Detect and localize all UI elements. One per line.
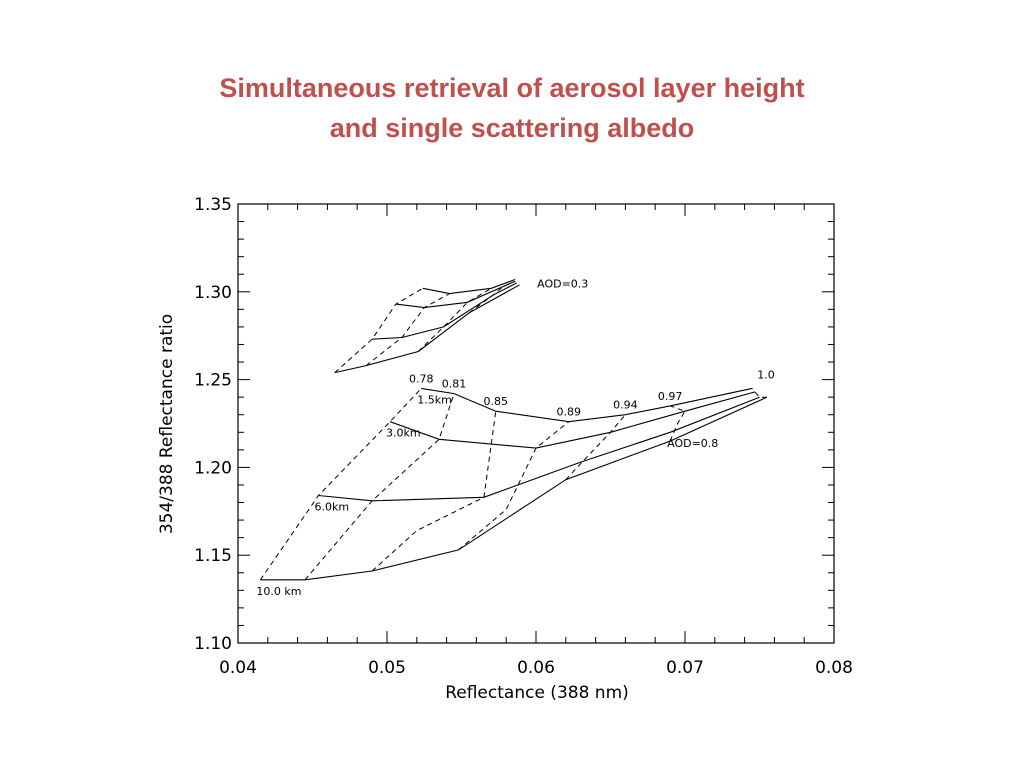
- ssa-label: 0.85: [484, 395, 509, 408]
- x-tick-label: 0.05: [368, 658, 406, 678]
- ssa-line: [259, 388, 422, 581]
- ssa-label: 0.81: [442, 378, 467, 391]
- y-tick-label: 1.25: [194, 371, 232, 391]
- ssa-line: [371, 411, 497, 572]
- y-tick-label: 1.30: [194, 283, 232, 303]
- x-tick-label: 0.08: [815, 658, 853, 678]
- height-line: [389, 391, 756, 449]
- height-line: [334, 284, 520, 374]
- ssa-label: 0.97: [658, 390, 683, 403]
- x-tick-label: 0.04: [219, 658, 257, 678]
- height-line: [318, 396, 760, 502]
- height-line: [422, 278, 516, 295]
- x-tick-label: 0.07: [666, 658, 704, 678]
- x-tick-label: 0.06: [517, 658, 555, 678]
- ssa-line: [565, 414, 626, 481]
- height-label: 1.5km: [417, 393, 452, 406]
- ssa-line: [751, 388, 767, 398]
- y-axis-label: 354/388 Reflectance ratio: [157, 314, 177, 534]
- ssa-line: [468, 280, 516, 314]
- height-line: [395, 280, 516, 309]
- axis-tick-labels: 0.04 0.05 0.06 0.07 0.08 1.10 1.15 1.20 1.25 1.30…: [194, 195, 853, 678]
- y-tick-label: 1.20: [194, 458, 232, 478]
- height-label: 10.0 km: [256, 585, 301, 598]
- y-tick-label: 1.35: [194, 195, 232, 215]
- ssa-line: [304, 393, 455, 581]
- aod-label: AOD=0.3: [537, 278, 588, 291]
- slide-title-line-1: Simultaneous retrieval of aerosol layer …: [219, 73, 805, 103]
- ssa-line: [458, 421, 570, 551]
- ssa-label: 1.0: [757, 368, 775, 381]
- chart-annotations: AOD=0.3 AOD=0.8 1.5km 3.0km 6.0km 10.0 km 0.78…: [256, 278, 774, 598]
- axis-ticks: [237, 203, 835, 644]
- ssa-line: [334, 287, 424, 373]
- ssa-line: [365, 293, 450, 366]
- height-line: [421, 387, 753, 423]
- y-tick-label: 1.15: [194, 546, 232, 566]
- height-label: 6.0km: [314, 500, 349, 513]
- aod-label: AOD=0.8: [667, 437, 718, 450]
- ssa-label: 0.89: [557, 406, 582, 419]
- y-tick-label: 1.10: [194, 634, 232, 654]
- ssa-line: [669, 405, 686, 442]
- ssa-label: 0.78: [409, 372, 434, 385]
- height-label: 3.0km: [386, 427, 421, 440]
- ssa-line: [417, 287, 492, 352]
- slide-title: Simultaneous retrieval of aerosol layer …: [0, 68, 1024, 148]
- ssa-label: 0.94: [613, 399, 638, 412]
- x-axis-label: Reflectance (388 nm): [445, 683, 629, 703]
- chart-series: [259, 278, 768, 581]
- height-line: [372, 282, 517, 340]
- slide-title-line-2: and single scattering albedo: [329, 113, 695, 143]
